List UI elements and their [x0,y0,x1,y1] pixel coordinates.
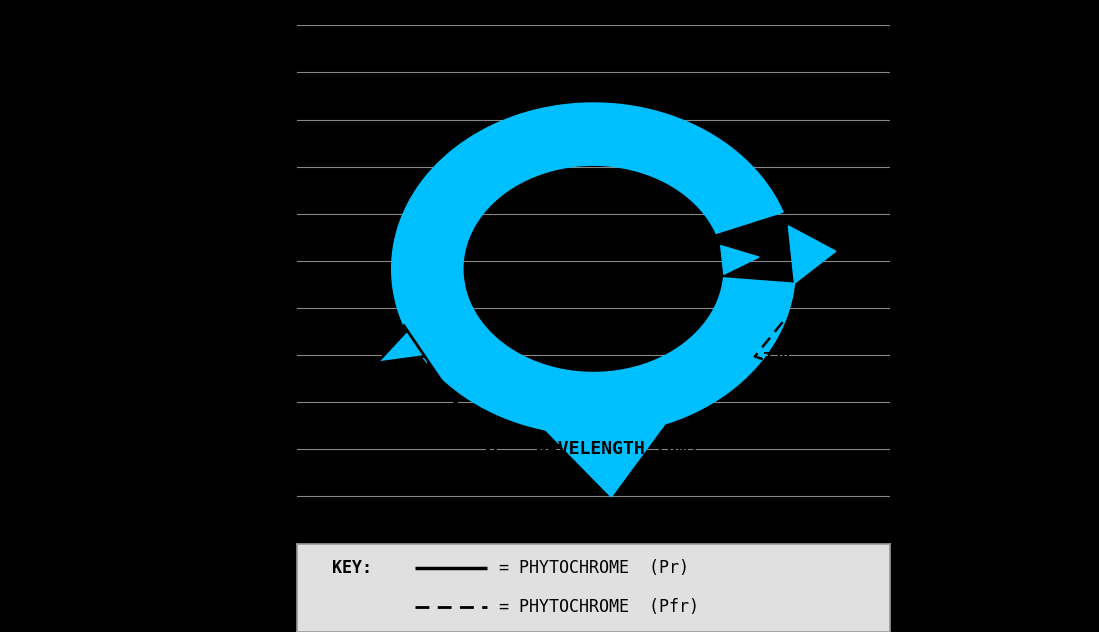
Text: = PHYTOCHROME  (Pr): = PHYTOCHROME (Pr) [499,559,688,577]
Polygon shape [721,246,759,274]
Polygon shape [755,317,787,359]
Polygon shape [540,424,665,497]
Polygon shape [377,331,422,363]
Text: WAVELENGTH (nm): WAVELENGTH (nm) [535,440,699,458]
Text: 730: 730 [763,352,790,367]
Polygon shape [391,103,795,435]
Polygon shape [403,325,496,461]
Polygon shape [788,226,836,283]
Text: 660: 660 [488,461,515,476]
Text: KEY:: KEY: [332,559,373,577]
Text: = PHYTOCHROME  (Pfr): = PHYTOCHROME (Pfr) [499,599,699,616]
